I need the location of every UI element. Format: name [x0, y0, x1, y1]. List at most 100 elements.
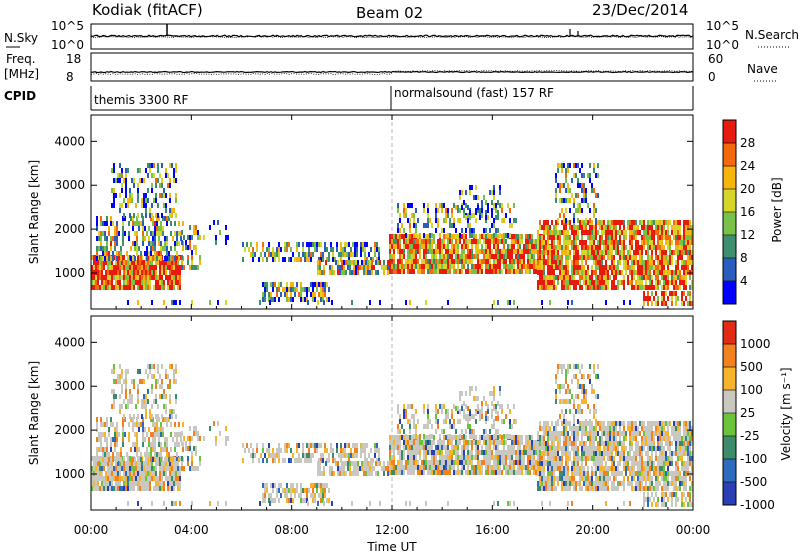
velocity-cell	[193, 446, 195, 451]
velocity-cell	[513, 404, 515, 409]
power-cell	[425, 300, 427, 305]
power-cell	[155, 280, 157, 285]
power-cell	[683, 220, 685, 225]
velocity-cell	[167, 486, 169, 491]
power-cell	[655, 285, 657, 290]
velocity-cell	[125, 379, 127, 384]
velocity-cell	[543, 431, 545, 436]
velocity-cell	[282, 458, 284, 463]
power-cell	[469, 233, 471, 238]
power-cell	[603, 245, 605, 250]
velocity-cell	[353, 466, 355, 471]
velocity-cell	[320, 493, 322, 498]
velocity-cell	[129, 486, 131, 491]
power-cell	[675, 250, 677, 255]
velocity-cell	[189, 446, 191, 451]
velocity-cell	[300, 458, 302, 463]
velocity-cell	[152, 447, 154, 452]
velocity-cell	[471, 455, 473, 460]
power-cell	[433, 239, 435, 244]
velocity-cell	[529, 450, 531, 455]
power-cell	[195, 265, 197, 270]
velocity-cell	[123, 466, 125, 471]
power-cell	[298, 252, 300, 257]
power-cell	[679, 270, 681, 275]
power-cell	[529, 259, 531, 264]
power-cell	[687, 270, 689, 275]
velocity-cell	[581, 476, 583, 481]
power-cell	[457, 205, 459, 210]
velocity-cell	[101, 471, 103, 476]
velocity-cell	[411, 455, 413, 460]
velocity-cell	[541, 476, 543, 481]
velocity-cell	[144, 437, 146, 442]
power-cell	[609, 240, 611, 245]
velocity-cell	[431, 455, 433, 460]
power-cell	[567, 235, 569, 240]
power-cell	[415, 259, 417, 264]
velocity-cell	[525, 440, 527, 445]
velocity-cell	[451, 460, 453, 465]
velocity-cell	[169, 394, 171, 399]
velocity-cell	[403, 429, 405, 434]
power-cell	[195, 230, 197, 235]
power-cell	[347, 265, 349, 270]
power-cell	[499, 259, 501, 264]
power-cell	[413, 223, 415, 228]
power-cell	[665, 255, 667, 260]
velocity-cell	[499, 465, 501, 470]
power-cell	[97, 285, 99, 290]
velocity-cell	[298, 443, 300, 448]
power-cell	[116, 226, 118, 231]
power-cell	[669, 291, 671, 296]
power-cell	[399, 259, 401, 264]
velocity-cell	[573, 461, 575, 466]
velocity-cell	[439, 404, 441, 409]
velocity-cell	[471, 460, 473, 465]
velocity-cell	[157, 414, 159, 419]
velocity-cell	[437, 419, 439, 424]
power-cell	[677, 285, 679, 290]
velocity-cell	[115, 471, 117, 476]
power-cell	[549, 255, 551, 260]
velocity-cell	[455, 455, 457, 460]
power-cell	[136, 251, 138, 256]
power-cell	[260, 252, 262, 257]
velocity-cell	[288, 458, 290, 463]
power-cell	[191, 255, 193, 260]
velocity-cell	[146, 457, 148, 462]
power-cell	[629, 220, 631, 225]
power-cell	[137, 188, 139, 193]
power-cell	[477, 264, 479, 269]
velocity-cell	[135, 404, 137, 409]
velocity-cell	[579, 426, 581, 431]
power-cell	[449, 233, 451, 238]
power-cell	[651, 225, 653, 230]
velocity-cell	[125, 389, 127, 394]
power-cell	[497, 234, 499, 239]
velocity-cell	[341, 461, 343, 466]
velocity-cell	[159, 481, 161, 486]
velocity-cell	[567, 421, 569, 426]
power-cell	[397, 234, 399, 239]
velocity-cell	[133, 471, 135, 476]
power-cell	[121, 188, 123, 193]
velocity-cell	[441, 460, 443, 465]
velocity-cell	[219, 431, 221, 436]
power-cell	[567, 163, 569, 168]
velocity-cell	[121, 369, 123, 374]
velocity-cell	[401, 424, 403, 429]
velocity-cell	[137, 476, 139, 481]
velocity-cell	[175, 414, 177, 419]
velocity-cell	[397, 460, 399, 465]
power-cell	[292, 297, 294, 302]
velocity-cell	[323, 466, 325, 471]
power-cell	[585, 250, 587, 255]
power-cell	[657, 255, 659, 260]
power-cell	[629, 300, 631, 305]
velocity-cell	[403, 455, 405, 460]
velocity-cell	[176, 432, 178, 437]
velocity-cell	[565, 426, 567, 431]
velocity-cell	[553, 471, 555, 476]
power-cell	[525, 234, 527, 239]
